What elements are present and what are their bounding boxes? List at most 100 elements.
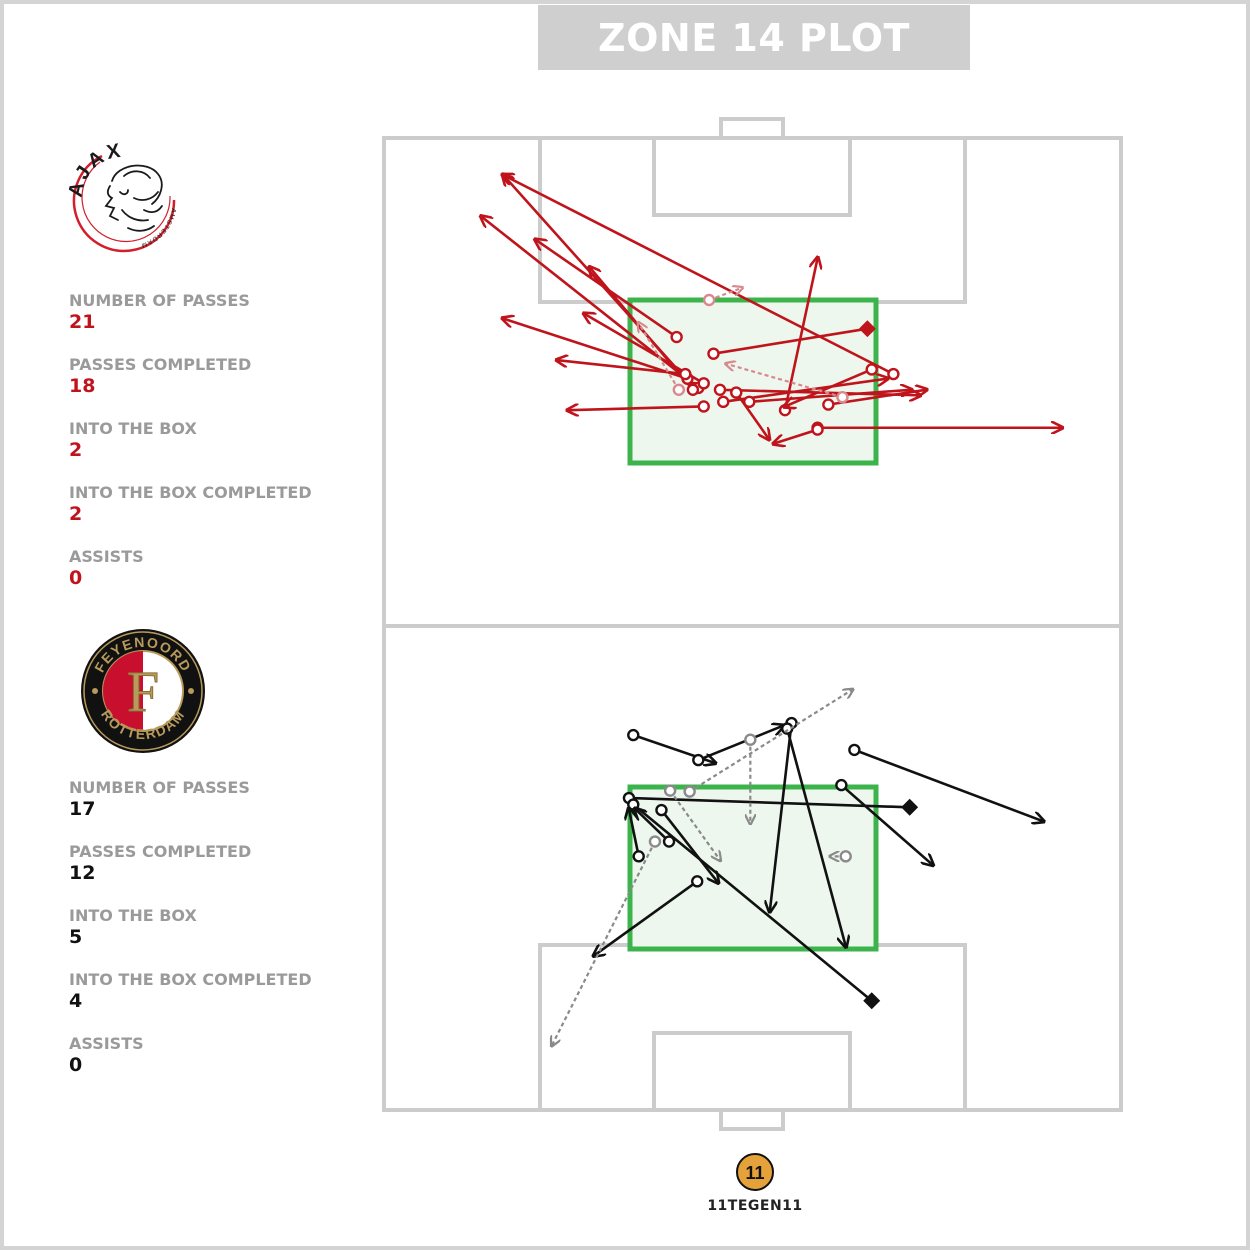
feyenoord-pass-line-8 bbox=[629, 809, 640, 857]
feyenoord-pass-line-11 bbox=[840, 784, 932, 865]
ajax-pass-line-17 bbox=[735, 391, 769, 439]
ajax-pass-start-9 bbox=[778, 403, 792, 417]
stat-value: 2 bbox=[69, 503, 83, 525]
stat-label: INTO THE BOX bbox=[69, 419, 197, 438]
stat-label: INTO THE BOX COMPLETED bbox=[69, 483, 312, 502]
feyenoord-pass-start-9 bbox=[662, 835, 676, 848]
ajax-logo: AJAX AMSTERDAM bbox=[64, 139, 176, 253]
penalty-box-top bbox=[538, 136, 967, 304]
ajax-pass-line-6 bbox=[557, 360, 686, 376]
ajax-pass-line-9 bbox=[783, 258, 818, 411]
zone14-top bbox=[627, 297, 879, 466]
ajax-pass-line-8 bbox=[503, 175, 894, 376]
ajax-head-icon bbox=[104, 164, 163, 232]
feyenoord-pass-start-1 bbox=[692, 753, 705, 767]
brand-logo: 11 11TEGEN11 bbox=[705, 1152, 805, 1214]
stat-value: 17 bbox=[69, 798, 96, 820]
brand-mark: 11 bbox=[745, 1163, 764, 1183]
stat-value: 18 bbox=[69, 375, 96, 397]
feyenoord-pass-end-marker-5 bbox=[863, 992, 881, 1010]
brand-badge-icon: 11 bbox=[736, 1153, 774, 1191]
ajax-pass-start-14 bbox=[822, 398, 835, 411]
ajax-pass-line-13 bbox=[749, 390, 910, 404]
feyenoord-pass-start-0 bbox=[627, 728, 640, 742]
ajax-pass-start-21 bbox=[672, 383, 685, 396]
stat-label: INTO THE BOX bbox=[69, 906, 197, 925]
penalty-box-bottom bbox=[538, 943, 967, 1112]
ajax-pass-line-18 bbox=[774, 428, 818, 444]
stat-label: PASSES COMPLETED bbox=[69, 355, 252, 374]
stat-value: 0 bbox=[69, 567, 83, 589]
stat-value: 0 bbox=[69, 1054, 83, 1076]
feyenoord-pass-start-11 bbox=[835, 778, 848, 792]
stat-value: 5 bbox=[69, 926, 83, 948]
feyenoord-pass-start-10 bbox=[848, 743, 861, 757]
pitch-lines bbox=[382, 117, 1123, 1131]
stat-value: 12 bbox=[69, 862, 96, 884]
stat-value: 2 bbox=[69, 439, 83, 461]
stat-label: NUMBER OF PASSES bbox=[69, 291, 250, 310]
feyenoord-pass-start-6 bbox=[655, 803, 668, 817]
ajax-pass-start-17 bbox=[730, 386, 743, 399]
six-yard-box-top bbox=[652, 136, 852, 217]
ajax-pass-start-4 bbox=[697, 377, 710, 390]
stat-value: 21 bbox=[69, 311, 96, 333]
ajax-pass-line-20 bbox=[726, 364, 843, 399]
ajax-stat-completed: PASSES COMPLETED 18 bbox=[69, 356, 312, 398]
ajax-stat-assists: ASSISTS 0 bbox=[69, 548, 312, 590]
ajax-pass-start-8 bbox=[887, 367, 900, 381]
zone14-bottom bbox=[627, 784, 879, 952]
feyenoord-pass-line-6 bbox=[660, 809, 717, 882]
ajax-pass-start-16 bbox=[865, 363, 878, 376]
feyenoord-pass-line-14 bbox=[669, 789, 720, 860]
ajax-pass-line-7 bbox=[568, 406, 704, 410]
feyenoord-pass-line-15 bbox=[552, 841, 656, 1046]
goal-bottom bbox=[719, 1108, 785, 1131]
ajax-stat-into-box: INTO THE BOX 2 bbox=[69, 420, 312, 462]
feyenoord-stat-assists: ASSISTS 0 bbox=[69, 1035, 312, 1077]
ajax-pass-start-6 bbox=[679, 367, 692, 381]
ajax-passes bbox=[482, 175, 1062, 443]
ajax-pass-start-10 bbox=[707, 347, 720, 360]
feyenoord-stat-into-box: INTO THE BOX 5 bbox=[69, 907, 312, 949]
stat-label: INTO THE BOX COMPLETED bbox=[69, 970, 312, 989]
feyenoord-stat-completed: PASSES COMPLETED 12 bbox=[69, 843, 312, 885]
feyenoord-pass-start-8 bbox=[632, 850, 645, 863]
feyenoord-pass-line-2 bbox=[770, 722, 793, 911]
ajax-pass-line-5 bbox=[503, 319, 688, 380]
brand-name: 11TEGEN11 bbox=[707, 1198, 803, 1214]
feyenoord-pass-line-1 bbox=[697, 726, 783, 762]
feyenoord-pass-line-10 bbox=[853, 748, 1043, 821]
feyenoord-pass-start-13 bbox=[683, 785, 696, 798]
stat-label: NUMBER OF PASSES bbox=[69, 778, 250, 797]
ajax-stat-passes: NUMBER OF PASSES 21 bbox=[69, 292, 312, 334]
ajax-stat-into-box-completed: INTO THE BOX COMPLETED 2 bbox=[69, 484, 312, 526]
feyenoord-pass-start-12 bbox=[744, 733, 757, 746]
ajax-pass-start-11 bbox=[713, 383, 727, 396]
feyenoord-passes bbox=[552, 690, 1043, 1045]
feyenoord-pass-start-5 bbox=[627, 798, 640, 811]
feyenoord-pass-start-15 bbox=[648, 835, 662, 848]
feyenoord-pass-line-3 bbox=[785, 728, 846, 947]
feyenoord-pass-start-14 bbox=[663, 784, 677, 797]
feyenoord-stat-passes: NUMBER OF PASSES 17 bbox=[69, 779, 312, 821]
ajax-pass-line-21 bbox=[639, 323, 680, 391]
ajax-pass-start-3 bbox=[686, 383, 700, 396]
ajax-pass-line-19 bbox=[708, 288, 742, 302]
feyenoord-logo-letter: F bbox=[127, 659, 159, 724]
ajax-pass-start-18 bbox=[811, 423, 824, 436]
ajax-pass-start-2 bbox=[670, 330, 683, 344]
stat-label: PASSES COMPLETED bbox=[69, 842, 252, 861]
ajax-pass-line-10 bbox=[713, 327, 868, 355]
feyenoord-pass-line-13 bbox=[689, 690, 853, 793]
stat-label: ASSISTS bbox=[69, 1034, 144, 1053]
feyenoord-pass-line-7 bbox=[594, 880, 698, 955]
ajax-stats: NUMBER OF PASSES 21 PASSES COMPLETED 18 IN… bbox=[69, 292, 312, 612]
feyenoord-stats: NUMBER OF PASSES 17 PASSES COMPLETED 12 IN… bbox=[69, 779, 312, 1099]
feyenoord-logo: FEYENOORD ROTTERDAM F bbox=[81, 629, 205, 753]
ajax-pass-start-12 bbox=[717, 395, 730, 409]
feyenoord-stat-into-box-completed: INTO THE BOX COMPLETED 4 bbox=[69, 971, 312, 1013]
ajax-pass-line-16 bbox=[785, 368, 873, 406]
ajax-pass-start-20 bbox=[836, 391, 849, 404]
